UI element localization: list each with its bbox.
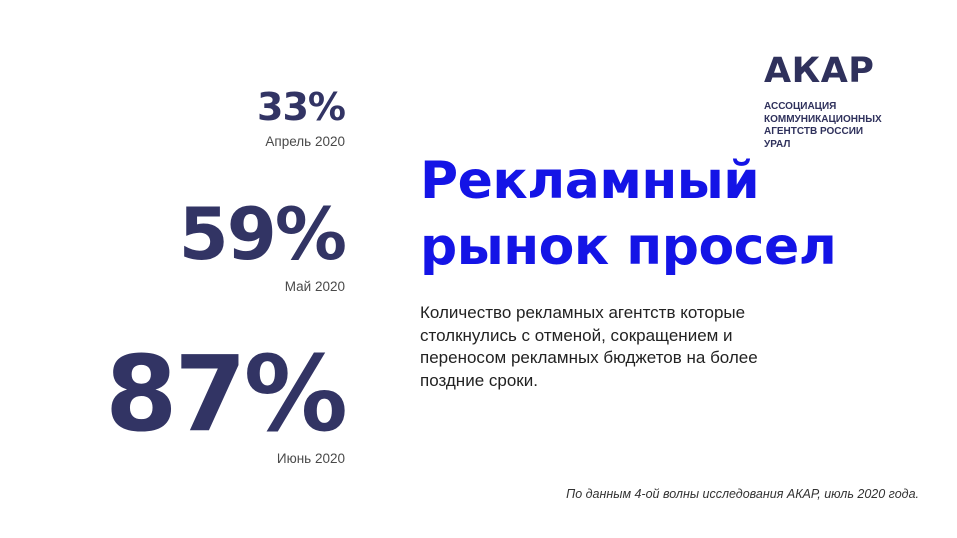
- logo-brand: АКАР: [764, 51, 875, 91]
- stat-april: 33% Апрель 2020: [257, 85, 346, 149]
- logo-line: АГЕНТСТВ РОССИИ: [764, 126, 864, 137]
- logo-line: УРАЛ: [764, 138, 791, 150]
- description-text: Количество рекламных агентств которые ст…: [420, 303, 758, 390]
- logo-line: АССОЦИАЦИЯ: [764, 101, 837, 112]
- stat-value: 87%: [105, 333, 348, 455]
- headline-line-2: рынок просел: [420, 217, 837, 277]
- stat-june: 87% Июнь 2020: [105, 333, 348, 466]
- stat-value: 59%: [178, 192, 347, 276]
- logo-line: КОММУНИКАЦИОННЫХ: [764, 113, 882, 125]
- logo-subtitle: АССОЦИАЦИЯ КОММУНИКАЦИОННЫХ АГЕНТСТВ РОС…: [764, 101, 882, 151]
- stat-may: 59% Май 2020: [178, 192, 347, 294]
- stat-period: Май 2020: [284, 279, 345, 294]
- akar-logo: АКАР АССОЦИАЦИЯ КОММУНИКАЦИОННЫХ АГЕНТСТ…: [764, 54, 882, 151]
- stat-period: Апрель 2020: [265, 134, 345, 149]
- stat-period: Июнь 2020: [276, 451, 345, 466]
- headline-line-1: Рекламный: [420, 151, 760, 211]
- headline: Рекламный рынок просел: [420, 148, 837, 280]
- source-note: По данным 4-ой волны исследования АКАР, …: [566, 487, 919, 501]
- stat-value: 33%: [257, 85, 346, 129]
